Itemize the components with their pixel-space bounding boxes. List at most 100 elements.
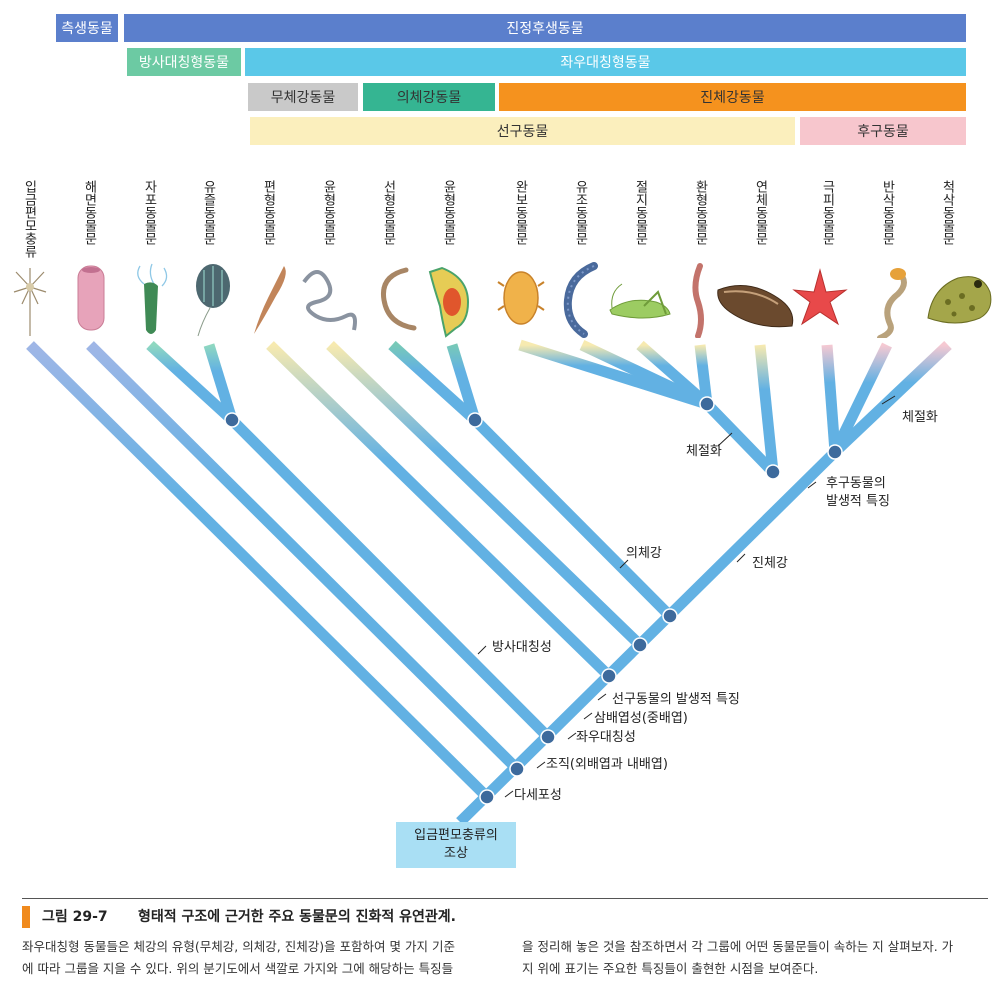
phylum-label-14: 반삭동물문 (879, 180, 895, 245)
comb-jelly-icon (196, 264, 230, 337)
node-multicellularity (479, 789, 495, 805)
phylum-label-11: 환형동물문 (692, 180, 708, 245)
bar-acoelomate: 무체강동물 (248, 83, 358, 111)
caption-title: 형태적 구조에 근거한 주요 동물문의 진화적 유연관계. (138, 909, 456, 925)
branch-onychophora (579, 340, 710, 409)
ribbon-worm-icon (302, 270, 357, 331)
bar-pseudocoelomate: 의체강동물 (363, 83, 495, 111)
caption-left-line-2: 에 따라 그룹을 지을 수 있다. 위의 분기도에서 색깔로 가지와 그에 해당… (22, 961, 454, 976)
node-pseudo-clade (467, 412, 483, 428)
caption-figure-label: 그림 29-7 (42, 909, 108, 925)
phylum-label-3: 유즐동물문 (200, 180, 216, 245)
branch-annelida (694, 344, 713, 405)
node-tissues (509, 761, 525, 777)
branch-hemichordata (830, 342, 892, 455)
trait-coelom: 진체강 (752, 556, 788, 571)
jellyfish-icon (137, 263, 168, 334)
phylum-label-0: 입금편모충류 (21, 180, 37, 258)
node-triploblasty (632, 637, 648, 653)
phylum-label-12: 연체동물문 (752, 180, 768, 245)
trait-segmentation-deuterostome: 체절화 (902, 410, 938, 425)
branch-trunk (456, 448, 839, 826)
trait-deuterostome-dev-2: 발생적 특징 (826, 494, 890, 509)
branch-sponge (86, 341, 521, 773)
node-pseudocoel (662, 608, 678, 624)
bar-coelomate: 진체강동물 (499, 83, 966, 111)
phylum-label-6: 선형동물문 (380, 180, 396, 245)
bar-coelomate-label: 진체강동물 (700, 90, 765, 106)
node-radiata (224, 412, 240, 428)
branch-nematoda (388, 340, 479, 425)
trait-deuterostome-dev-1: 후구동물의 (826, 476, 886, 491)
caption-left-line-1: 좌우대칭형 동물들은 체강의 유형(무체강, 의체강, 진체강)을 포함하여 몇… (22, 939, 455, 954)
branch-arthropoda (636, 340, 711, 409)
velvet-worm-icon (563, 262, 598, 338)
phylum-label-13: 극피동물문 (819, 180, 835, 245)
branch-choanoflagellate (26, 341, 491, 801)
node-protostome (601, 668, 617, 684)
bar-bilateria-label: 좌우대칭형동물 (560, 55, 651, 71)
bar-radiata: 방사대칭형동물 (127, 48, 241, 76)
trait-bilateral-symmetry: 좌우대칭성 (576, 730, 636, 745)
bar-deuterostome: 후구동물 (800, 117, 966, 145)
roundworm-icon (380, 267, 417, 331)
branch-cnidaria (146, 340, 236, 425)
branch-rotifera (446, 343, 481, 422)
bar-protostome: 선구동물 (250, 117, 795, 145)
caption-divider (22, 898, 988, 899)
bar-parazoa-label: 측생동물 (61, 21, 113, 37)
bar-parazoa: 측생동물 (56, 14, 118, 42)
trait-tissues: 조직(외배엽과 내배엽) (546, 757, 668, 772)
caption-marker (22, 906, 30, 928)
phylum-label-1: 해면동물문 (81, 180, 97, 245)
sea-star-icon (792, 268, 848, 326)
trait-protostome-dev: 선구동물의 발생적 특징 (612, 692, 740, 707)
branch-protostome-coelomate (703, 400, 777, 476)
sponge-icon (77, 265, 105, 331)
phylum-label-4: 편형동물문 (260, 180, 276, 245)
trait-triploblasty: 삼배엽성(중배엽) (594, 711, 688, 726)
bar-protostome-label: 선구동물 (496, 124, 549, 140)
bar-pseudocoelomate-label: 의체강동물 (396, 90, 462, 106)
trait-radial-symmetry: 방사대칭성 (492, 640, 552, 655)
trait-pseudocoelom: 의체강 (626, 546, 662, 561)
branch-mollusca (754, 344, 779, 473)
branch-pseudocoelomate (471, 416, 674, 620)
branch-echinodermata (821, 344, 841, 453)
rotifer-icon (428, 266, 470, 338)
water-bear-icon (497, 271, 545, 325)
phylum-label-10: 절지동물문 (632, 180, 648, 245)
bar-bilateria: 좌우대칭형동물 (245, 48, 966, 76)
phylum-label-8: 완보동물문 (512, 180, 528, 245)
bar-acoelomate-label: 무체강동물 (270, 90, 336, 106)
phylum-label-2: 자포동물문 (141, 180, 157, 245)
branch-ribbonworm (326, 341, 644, 649)
mussel-icon (717, 285, 794, 328)
earthworm-icon (692, 263, 704, 338)
ancestor-line-1: 입금편모충류의 (414, 827, 498, 843)
phylum-label-5: 윤형동물문 (320, 180, 336, 245)
branch-ctenophora (203, 343, 238, 422)
caption-text-left: 좌우대칭형 동물들은 체강의 유형(무체강, 의체강, 진체강)을 포함하여 몇… (22, 936, 508, 980)
bar-radiata-label: 방사대칭형동물 (138, 55, 230, 71)
choanoflagellate-icon (13, 268, 47, 336)
caption-text-right: 을 정리해 놓은 것을 참조하면서 각 그룹에 어떤 동물문들이 속하는 지 살… (522, 936, 996, 980)
acorn-worm-icon (877, 268, 907, 338)
bar-eumetazoa: 진정후생동물 (124, 14, 966, 42)
phylum-label-9: 유조동물문 (572, 180, 588, 245)
node-deuterostome (827, 444, 843, 460)
ancestor-line-2: 조상 (444, 846, 468, 861)
phylum-label-15: 척삭동물문 (939, 180, 955, 245)
flatworm-icon (254, 266, 286, 334)
branch-flatworm (266, 341, 613, 680)
frog-icon (927, 276, 992, 324)
ancestor-box: 입금편모충류의 조상 (396, 822, 516, 868)
trait-segmentation-protostome: 체절화 (686, 444, 722, 459)
node-ecdysozoa (699, 396, 715, 412)
phylum-label-7: 윤형동물문 (440, 180, 456, 245)
trait-multicellularity: 다세포성 (514, 788, 562, 803)
grasshopper-icon (609, 283, 671, 319)
bar-deuterostome-label: 후구동물 (857, 124, 909, 140)
branch-radiata (228, 416, 552, 741)
